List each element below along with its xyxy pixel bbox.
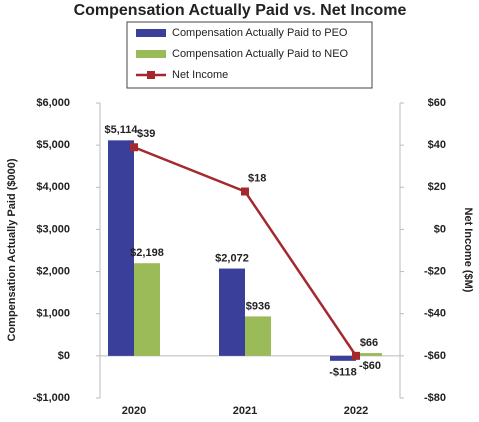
data-label: $39: [137, 128, 155, 140]
y-tick-label: $5,000: [36, 139, 70, 151]
y2-tick-label: -$80: [424, 392, 446, 404]
chart-title: Compensation Actually Paid vs. Net Incom…: [74, 2, 407, 19]
bar: [108, 140, 134, 356]
bar: [219, 268, 245, 356]
bar: [245, 316, 271, 356]
data-label: -$118: [329, 367, 357, 379]
y-axis-label: Compensation Actually Paid ($000): [6, 158, 18, 341]
y2-tick-label: -$20: [424, 265, 446, 277]
legend-label: Compensation Actually Paid to NEO: [172, 48, 349, 60]
y2-tick-label: $0: [434, 223, 446, 235]
legend-label: Net Income: [172, 69, 228, 81]
x-tick-label: 2022: [344, 405, 368, 417]
bar: [330, 355, 356, 361]
legend-label: Compensation Actually Paid to PEO: [172, 27, 348, 39]
x-tick-label: 2020: [122, 405, 146, 417]
y2-tick-label: -$40: [424, 308, 446, 320]
data-label: $936: [246, 300, 270, 312]
y-tick-label: $0: [58, 350, 70, 362]
y-tick-label: $4,000: [36, 181, 70, 193]
y-tick-label: $2,000: [36, 265, 70, 277]
legend-box: [126, 21, 373, 89]
legend-swatch: [136, 29, 166, 37]
bar: [134, 263, 160, 356]
line-marker: [352, 351, 360, 360]
y-tick-label: $1,000: [36, 308, 70, 320]
line-marker: [130, 143, 138, 152]
data-label: $2,072: [215, 252, 249, 264]
y-tick-label: $3,000: [36, 223, 70, 235]
legend-marker: [147, 71, 155, 79]
data-label: -$60: [359, 360, 381, 372]
y2-tick-label: $40: [428, 139, 446, 151]
legend-swatch: [136, 50, 166, 58]
y2-tick-label: $60: [428, 97, 446, 109]
y-tick-label: $6,000: [36, 97, 70, 109]
data-label: $5,114: [104, 124, 138, 136]
data-label: $66: [360, 337, 378, 349]
y2-tick-label: -$60: [424, 350, 446, 362]
bar: [356, 353, 382, 356]
y2-axis-label: Net Income ($M): [462, 208, 474, 293]
y2-tick-label: $20: [428, 181, 446, 193]
data-label: $18: [248, 172, 266, 184]
line-marker: [241, 187, 249, 196]
x-tick-label: 2021: [233, 405, 257, 417]
y-tick-label: -$1,000: [33, 392, 70, 404]
data-label: $2,198: [130, 247, 164, 259]
